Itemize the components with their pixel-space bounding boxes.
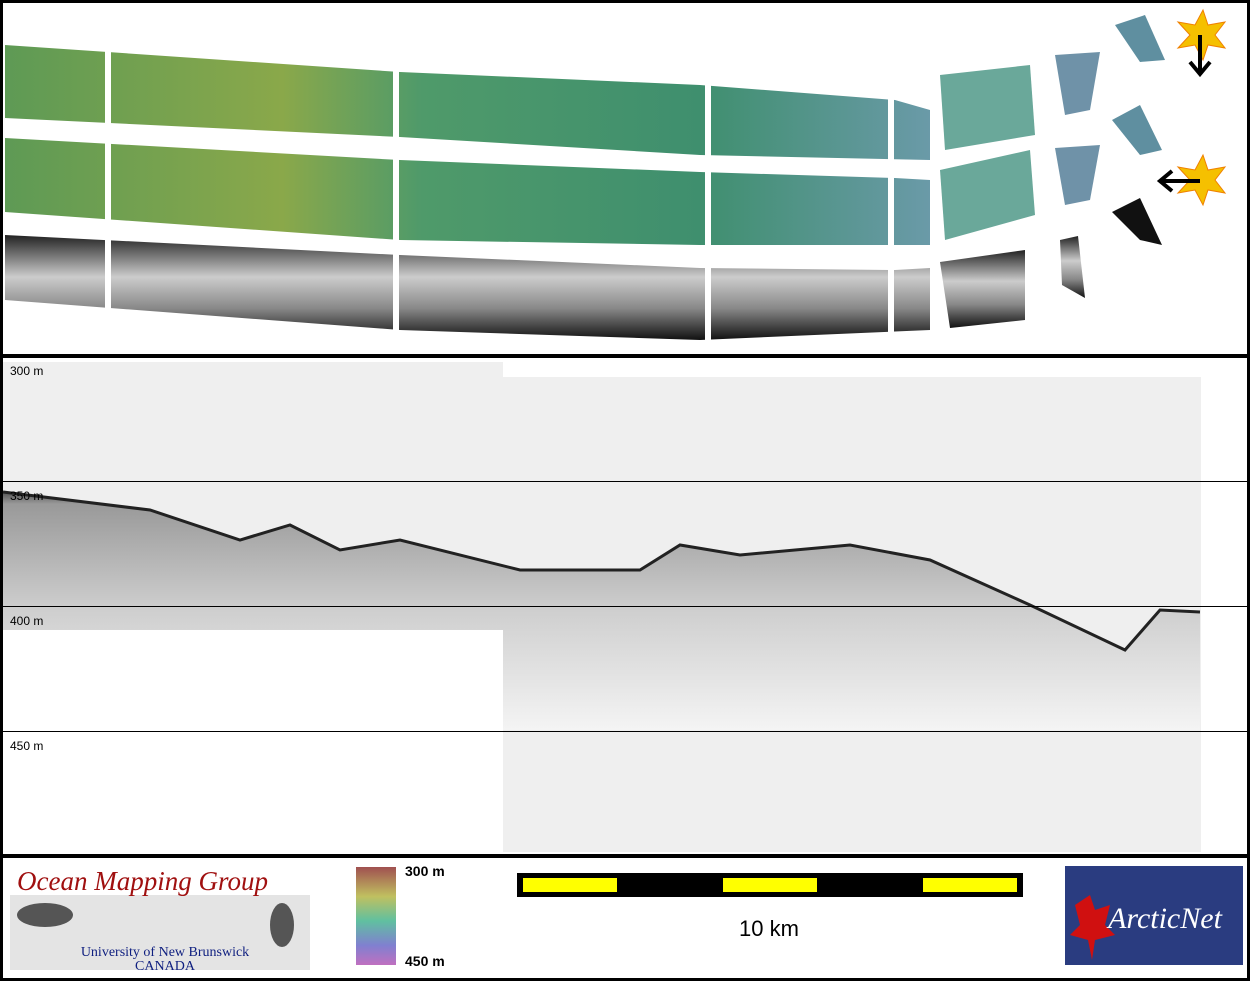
map-panel	[5, 8, 1227, 345]
colorbar	[356, 867, 396, 965]
bathymetry-patch	[1055, 52, 1100, 115]
logo-title: Ocean Mapping Group	[17, 866, 268, 896]
strip-gaps	[105, 40, 894, 345]
depth-grid	[0, 481, 1250, 732]
light-arrow	[1188, 35, 1212, 78]
sonar-patch	[1112, 198, 1162, 245]
seafloor-echo	[3, 492, 1200, 730]
sonar-patch	[940, 250, 1025, 328]
logo-subtitle: University of New Brunswick	[81, 945, 249, 960]
bathymetry-patch	[1112, 105, 1162, 155]
bathymetry-patch	[940, 150, 1035, 240]
sun-icon	[1176, 153, 1227, 207]
depth-label: 350 m	[10, 489, 43, 503]
depth-label: 450 m	[10, 739, 43, 753]
sonar-patch	[1060, 236, 1085, 298]
profile-panel: 300 m 350 m 400 m 450 m	[0, 362, 1250, 852]
bathymetry-strip	[5, 138, 930, 245]
scale-label: 10 km	[739, 916, 799, 941]
light-arrow	[1156, 169, 1200, 193]
sonar-strip	[5, 235, 930, 340]
depth-label: 300 m	[10, 364, 43, 378]
bathymetry-patch	[1055, 145, 1100, 205]
logo-country: CANADA	[135, 959, 196, 974]
bathymetry-strip	[5, 45, 930, 160]
scale-segment	[723, 878, 817, 892]
scale-segment	[923, 878, 1017, 892]
logo-shape	[270, 903, 294, 947]
colorbar-label: 300 m	[405, 863, 445, 879]
colorbar-label: 450 m	[405, 953, 445, 969]
scale-segment	[523, 878, 617, 892]
depth-label: 400 m	[10, 614, 43, 628]
logo-shape	[17, 903, 73, 927]
partner-label: ArcticNet	[1106, 902, 1223, 935]
bathymetry-patch	[1115, 15, 1165, 62]
bathymetry-patch	[940, 65, 1035, 150]
seafloor-line	[2, 490, 1201, 652]
maple-leaf	[1070, 895, 1115, 960]
footer: Ocean Mapping Group University of New Br…	[10, 863, 1243, 974]
